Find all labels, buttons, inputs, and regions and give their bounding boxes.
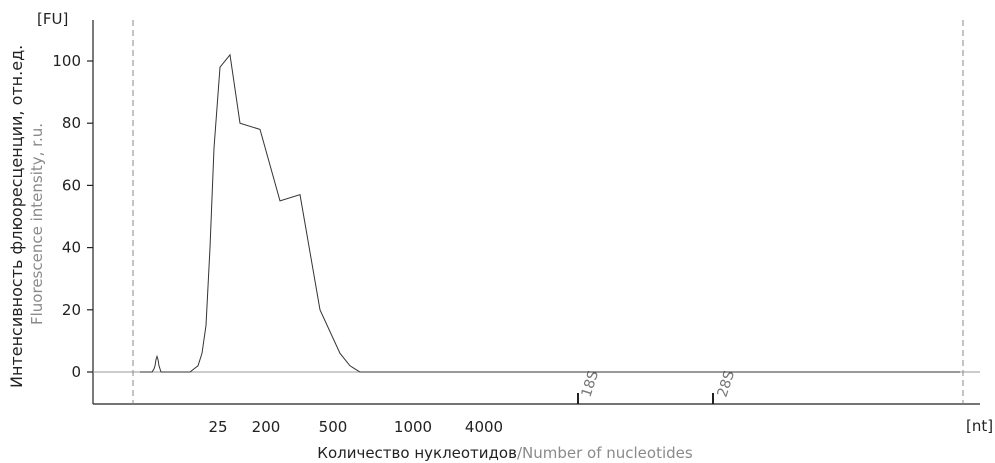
y-tick-label: 20 xyxy=(62,301,81,319)
y-tick-label: 40 xyxy=(62,239,81,257)
y-axis-label-ru: Интенсивность флюоресценции, отн.ед. xyxy=(7,45,26,388)
marker-28s-label: 28S xyxy=(715,369,739,399)
x-tick-label: 4000 xyxy=(465,418,503,436)
x-axis-label-sep: / xyxy=(517,444,523,462)
y-ticks: 0 20 40 60 80 100 xyxy=(52,52,93,381)
marker-18s-label: 18S xyxy=(579,369,603,399)
x-axis-label-ru: Количество нуклеотидов xyxy=(317,444,517,462)
x-tick-label: 200 xyxy=(252,418,281,436)
y-tick-label: 0 xyxy=(71,363,81,381)
y-axis-label-en: Fluorescence intensity, r.u. xyxy=(28,123,46,325)
series-trace xyxy=(140,53,960,373)
y-tick-label: 100 xyxy=(52,52,81,70)
y-tick-label: 60 xyxy=(62,176,81,194)
y-tick-label: 80 xyxy=(62,114,81,132)
x-axis-label: Количество нуклеотидов/Number of nucleot… xyxy=(317,444,693,462)
x-tick-label: 500 xyxy=(319,418,348,436)
x-tick-label: 25 xyxy=(208,418,227,436)
x-tick-label: 1000 xyxy=(394,418,432,436)
x-unit-label: [nt] xyxy=(966,417,993,435)
x-axis-label-en: Number of nucleotides xyxy=(522,444,693,462)
y-unit-label: [FU] xyxy=(37,10,68,28)
